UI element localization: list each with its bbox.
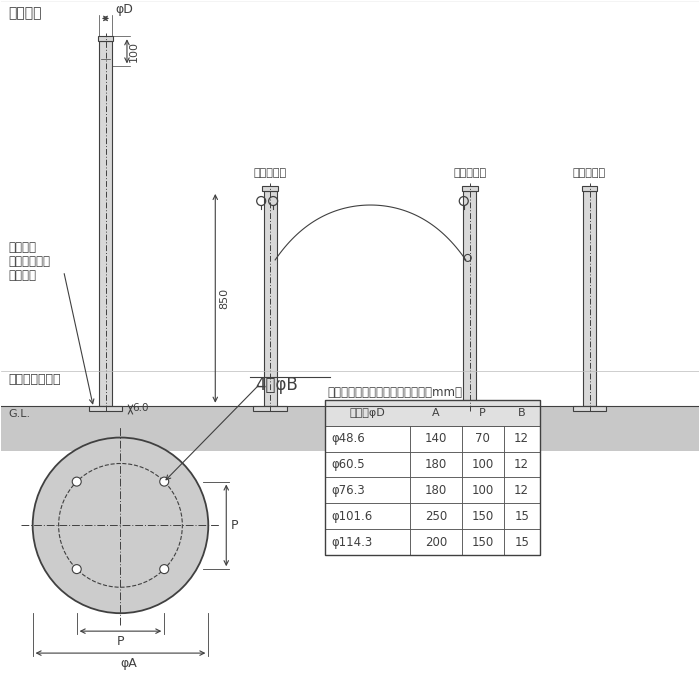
Text: 製品図面: 製品図面 — [8, 6, 42, 20]
Bar — [462, 477, 504, 503]
Bar — [410, 477, 462, 503]
Text: 180: 180 — [425, 458, 447, 471]
Bar — [325, 400, 540, 555]
Text: 850: 850 — [219, 288, 230, 309]
Polygon shape — [1, 405, 699, 451]
Bar — [462, 186, 477, 191]
Text: φ114.3: φ114.3 — [331, 536, 372, 549]
Text: フックなし: フックなし — [573, 168, 606, 178]
Text: 150: 150 — [472, 536, 493, 549]
Circle shape — [72, 565, 81, 573]
Bar — [410, 503, 462, 529]
Bar — [453, 405, 486, 411]
Text: （別途）: （別途） — [8, 269, 36, 282]
Bar — [410, 452, 462, 477]
Bar — [462, 529, 504, 555]
Text: 140: 140 — [425, 432, 447, 445]
Bar — [573, 405, 606, 411]
Bar — [462, 426, 504, 452]
Circle shape — [33, 438, 209, 613]
Text: アンカー固定: アンカー固定 — [8, 255, 50, 268]
Text: 12: 12 — [514, 458, 529, 471]
Text: G.L.: G.L. — [8, 409, 31, 419]
Circle shape — [72, 477, 81, 486]
Bar — [325, 477, 410, 503]
Bar — [504, 477, 540, 503]
Text: 4－φB: 4－φB — [256, 376, 298, 393]
Text: 100: 100 — [472, 458, 493, 471]
Text: B: B — [518, 407, 526, 418]
Bar — [99, 41, 112, 405]
Text: φ60.5: φ60.5 — [331, 458, 365, 471]
Text: あと施工: あと施工 — [8, 241, 36, 254]
Text: 15: 15 — [514, 536, 529, 549]
Bar — [463, 191, 476, 405]
Bar — [583, 191, 596, 405]
Bar — [325, 400, 540, 426]
Text: A: A — [432, 407, 440, 418]
Text: 100: 100 — [129, 41, 139, 62]
Bar — [325, 426, 410, 452]
Bar — [253, 405, 287, 411]
Bar — [262, 186, 278, 191]
Bar — [462, 452, 504, 477]
Bar — [504, 426, 540, 452]
Text: 180: 180 — [425, 484, 447, 497]
Text: 片フック付: 片フック付 — [453, 168, 486, 178]
Bar — [88, 405, 122, 411]
Bar — [504, 529, 540, 555]
Circle shape — [160, 477, 169, 486]
Bar — [325, 452, 410, 477]
Text: φ76.3: φ76.3 — [331, 484, 365, 497]
Text: 250: 250 — [425, 510, 447, 523]
Bar — [325, 503, 410, 529]
Text: 100: 100 — [472, 484, 493, 497]
Bar — [410, 529, 462, 555]
Bar — [325, 529, 410, 555]
Text: 6.0: 6.0 — [132, 403, 149, 413]
Text: 両フック付: 両フック付 — [253, 168, 287, 178]
Text: P: P — [480, 407, 486, 418]
Text: φA: φA — [120, 657, 136, 670]
Bar — [504, 503, 540, 529]
Bar — [462, 503, 504, 529]
Bar — [264, 191, 276, 405]
Text: 15: 15 — [514, 510, 529, 523]
Text: φ48.6: φ48.6 — [331, 432, 365, 445]
Text: 12: 12 — [514, 484, 529, 497]
Text: P: P — [117, 635, 124, 648]
Circle shape — [160, 565, 169, 573]
Text: φD: φD — [115, 4, 133, 16]
Text: P: P — [231, 519, 239, 532]
Bar — [97, 36, 113, 41]
Text: 70: 70 — [475, 432, 490, 445]
Text: ベースプレート寸法表　＜単位：mm＞: ベースプレート寸法表 ＜単位：mm＞ — [327, 386, 462, 399]
Bar — [504, 452, 540, 477]
Text: 支柱径φD: 支柱径φD — [349, 407, 385, 418]
Text: 12: 12 — [514, 432, 529, 445]
Text: ベースプレート: ベースプレート — [8, 372, 61, 386]
Bar — [582, 186, 598, 191]
Text: 200: 200 — [425, 536, 447, 549]
Text: 150: 150 — [472, 510, 493, 523]
Bar — [410, 426, 462, 452]
Text: φ101.6: φ101.6 — [331, 510, 372, 523]
